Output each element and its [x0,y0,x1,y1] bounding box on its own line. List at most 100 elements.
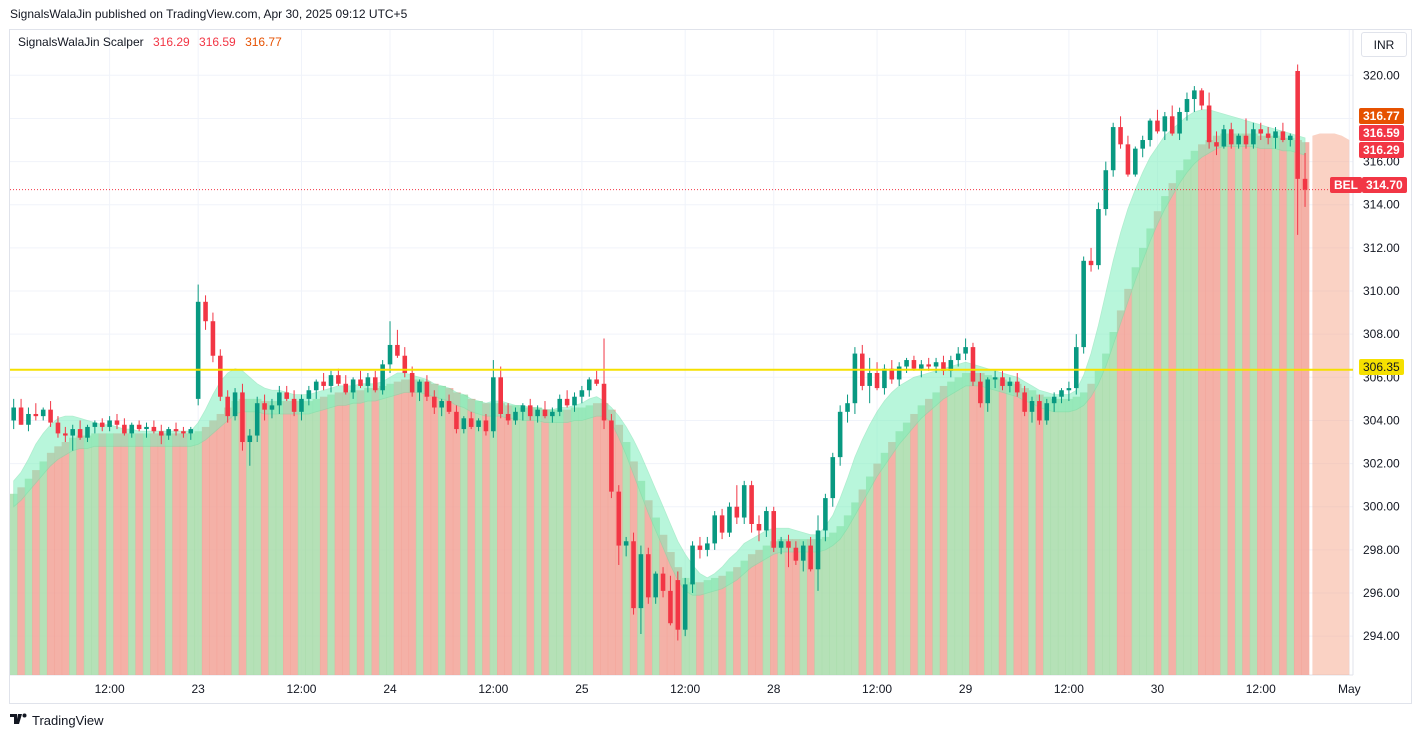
tradingview-logo-icon [10,713,28,728]
time-tick-label: 24 [383,682,397,696]
candle-body [129,424,135,434]
candle-body [513,411,518,421]
price-tick-label: 308.00 [1363,327,1400,341]
candle-body [572,396,577,406]
candle-body [343,383,349,393]
trend-column [209,420,218,675]
trend-column [1205,140,1214,675]
candle-body [690,545,695,585]
trend-column [836,526,845,675]
trend-column [76,435,85,675]
time-tick-label: 12:00 [286,682,316,696]
time-tick-label: 12:00 [1246,682,1276,696]
candle-body [284,392,290,399]
candle-body [1000,377,1005,386]
trend-column [1183,159,1192,675]
candle-body [85,426,90,438]
candle-body [218,355,223,397]
candle-body [741,485,747,518]
trend-column [880,452,889,675]
candle-body [55,422,61,434]
trend-column [231,401,240,675]
candle-body [1140,140,1145,149]
candle-body [476,420,481,427]
trend-column [275,401,284,675]
trend-column [814,539,823,675]
trend-column [312,398,321,675]
trend-column [1102,353,1111,675]
candle-body [188,429,194,434]
trend-column [541,409,550,675]
candle-body [1258,129,1264,134]
trend-column [460,394,469,675]
candle-body [1265,133,1271,138]
price-tick-label: 312.00 [1363,241,1400,255]
trend-column [415,379,424,675]
candle-body [424,381,430,397]
candle-body [719,515,725,533]
candle-body [594,379,599,384]
candle-body [874,372,880,389]
candle-body [1007,381,1013,386]
trend-column [733,567,742,675]
indicator-legend[interactable]: SignalsWalaJin Scalper 316.29 316.59 316… [18,35,282,49]
trend-column [969,372,978,675]
candle-body [800,545,806,561]
trend-column [511,405,520,675]
candle-body [882,368,887,389]
tradingview-logo[interactable]: TradingView [10,713,104,728]
trend-column [120,433,129,675]
candle-body [682,584,688,630]
trend-column [10,493,18,675]
trend-column [1116,310,1125,675]
candle-body [1147,120,1153,141]
trend-column [445,388,454,675]
trend-column [902,422,911,675]
trend-column [829,532,838,675]
trend-column [1094,370,1103,675]
candle-body [1118,127,1123,145]
trend-column [319,396,328,675]
trend-column [755,549,764,675]
trend-column [393,381,402,675]
trend-column [349,390,358,675]
candle-body [70,429,76,436]
trend-column [799,539,808,675]
trend-column [467,398,476,675]
trend-column [290,401,299,675]
candle-body [173,429,179,432]
trend-column [519,407,528,675]
trend-column [1028,390,1037,675]
candle-body [1162,116,1168,132]
trend-column [998,379,1007,675]
time-axis[interactable]: 12:00 23 12:00 24 12:00 25 12:00 28 12:00 29 12:00… [95,682,1361,696]
horizontal-lines [10,189,1353,371]
candle-body [468,418,474,427]
candle-body [1214,142,1219,147]
price-tick-label: 300.00 [1363,500,1400,514]
candle-body [564,398,570,406]
trend-column [1301,142,1310,675]
trend-column [1227,133,1236,675]
price-chart[interactable]: 294.00 296.00 298.00 300.00 302.00 304.00 306.… [10,30,1410,703]
trend-column [1050,398,1059,675]
trend-column [784,539,793,675]
trend-column [821,536,830,675]
trend-column [563,409,572,675]
candle-body [313,381,319,391]
candle-body [11,407,16,421]
candle-body [1096,209,1101,266]
time-tick-label: 28 [767,682,781,696]
candle-body [579,390,585,397]
candle-body [77,429,83,438]
candle-body [631,541,636,609]
trend-column [1286,137,1295,676]
hline-badge: 306.35 [1359,359,1404,375]
trend-column [1249,133,1258,675]
indicator-badge-1: 316.29 [1359,142,1404,158]
candle-body [114,420,120,425]
currency-button[interactable]: INR [1361,32,1407,57]
candle-body [365,377,371,386]
trend-column [474,401,483,675]
trend-column [1124,288,1133,675]
